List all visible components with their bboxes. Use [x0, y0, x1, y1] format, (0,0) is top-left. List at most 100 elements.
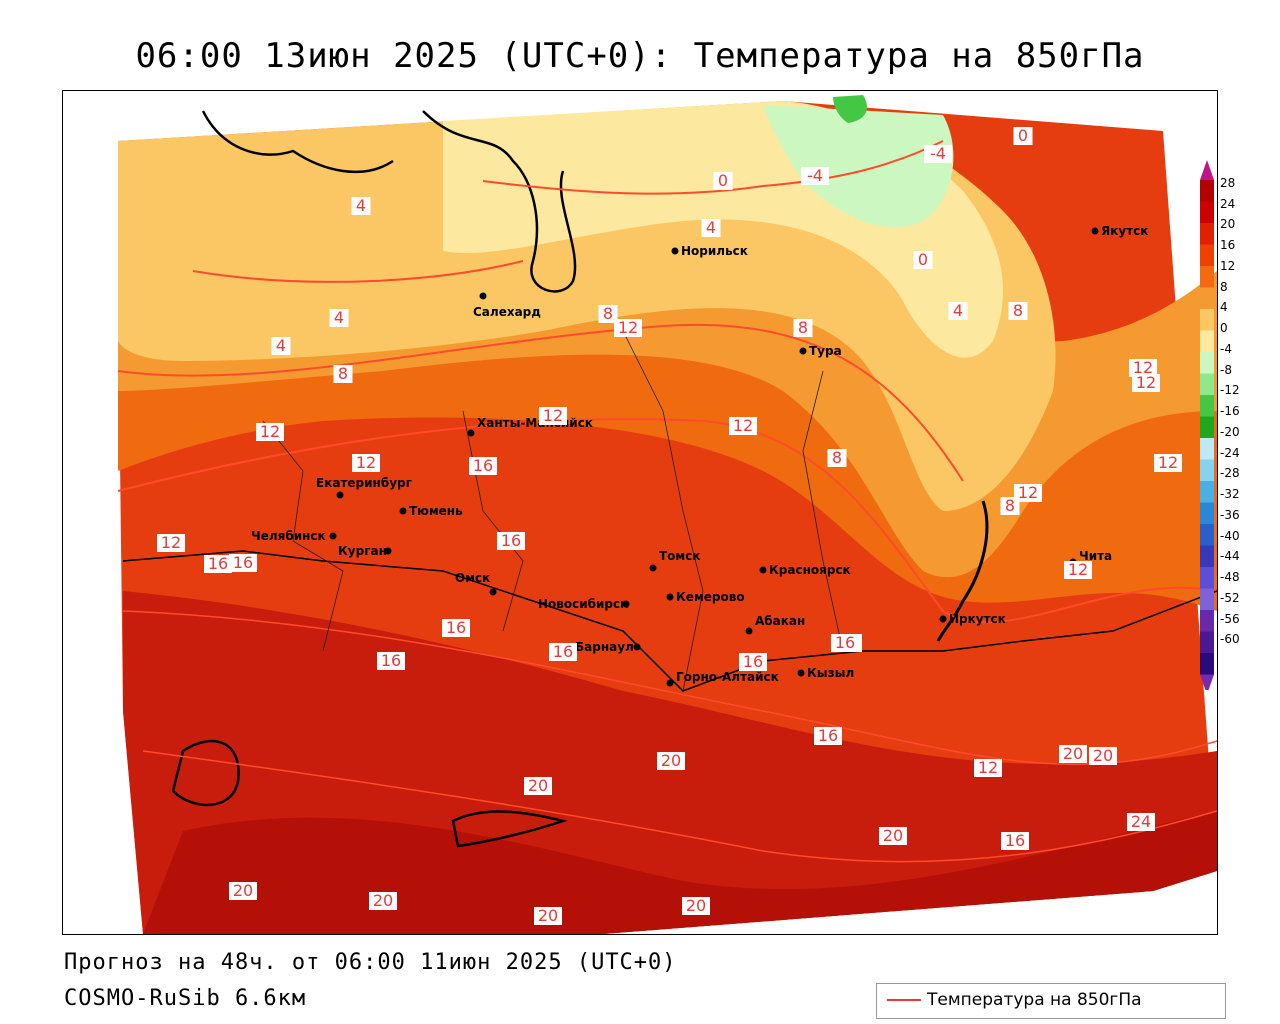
coastline-yamal [422, 110, 577, 293]
city-label: Екатеринбург [316, 476, 412, 490]
isotherm-label-text: 16 [501, 531, 521, 550]
colorbar-top-arrow [1200, 160, 1214, 180]
colorbar-swatch [1200, 201, 1214, 223]
colorbar-tick-label: -60 [1220, 632, 1240, 647]
isotherm-label-text: 12 [1158, 453, 1178, 472]
colorbar-tick-label: 12 [1220, 258, 1236, 273]
city-marker [799, 347, 807, 355]
isotherm-label-text: 12 [733, 416, 753, 435]
isotherm-label-text: 20 [373, 891, 393, 910]
isotherm-label-text: 20 [686, 896, 706, 915]
isotherm-label: 20 [1089, 746, 1117, 765]
colorbar-tick-label: -56 [1220, 611, 1240, 626]
city-marker [489, 588, 497, 596]
isotherm-label-text: 0 [1018, 126, 1028, 145]
colorbar-tick-label: 24 [1220, 196, 1236, 211]
colorbar-tick-label: 28 [1220, 176, 1236, 190]
city-marker [1091, 227, 1099, 235]
isotherm-label-bg [924, 145, 952, 163]
colorbar-swatch [1200, 610, 1214, 632]
isotherm-label: 12 [352, 453, 380, 472]
isotherm-label-bg [793, 319, 813, 337]
colorbar-tick-label: 16 [1220, 238, 1236, 253]
isotherm-label: 12 [614, 318, 642, 337]
isotherm-label: 20 [369, 891, 397, 910]
colorbar-swatch [1200, 352, 1214, 374]
isotherm-label-text: 0 [918, 250, 928, 269]
isotherm-label-bg [879, 827, 907, 845]
isotherm-label: 0 [913, 250, 933, 269]
isotherm-label: 20 [524, 776, 552, 795]
isotherm-label-text: 12 [618, 318, 638, 337]
isotherm-label: -4 [801, 166, 829, 185]
isotherm-label: 16 [814, 726, 842, 745]
city-label: Норильск [681, 244, 748, 258]
isotherm-label: 20 [1059, 744, 1087, 763]
colorbar-tick-label: -16 [1220, 404, 1240, 419]
isotherm-label: 16 [442, 618, 470, 637]
isotherm-label: 4 [948, 301, 968, 320]
city-marker [666, 679, 674, 687]
colorbar-swatch [1200, 631, 1214, 653]
isotherm-label: 12 [157, 533, 185, 552]
city-label: Кемерово [676, 590, 745, 604]
city-marker [649, 564, 657, 572]
isotherm-label: 16 [229, 553, 257, 572]
colorbar-tick-label: -32 [1220, 487, 1240, 502]
isotherm-label-bg [524, 777, 552, 795]
city-label: Тюмень [409, 504, 463, 518]
isotherm-label-bg [1013, 127, 1033, 145]
isotherm-label-text: 0 [718, 171, 728, 190]
isotherm-label: 20 [682, 896, 710, 915]
isotherm-label: 0 [1013, 126, 1033, 145]
zone-minus4 [763, 105, 954, 228]
isotherm-label-bg [534, 907, 562, 925]
coastline-north [201, 110, 394, 174]
lake-aral [171, 739, 240, 807]
map-area[interactable]: Норильск Салехард Якутск Тура Ханты-Мансийск… [62, 90, 1218, 935]
colorbar-swatch [1200, 481, 1214, 503]
isotherm-label: 4 [701, 218, 721, 237]
colorbar-swatch [1200, 287, 1214, 309]
city-label: Новосибирск [538, 597, 628, 611]
colorbar-tick-label: -12 [1220, 383, 1240, 398]
isotherm-label: 20 [657, 751, 685, 770]
isotherm-label: 8 [333, 364, 353, 383]
isotherm-label-bg [1089, 747, 1117, 765]
isotherm-label-bg [539, 407, 567, 425]
colorbar-swatch [1200, 545, 1214, 567]
isotherm-label-bg [1059, 745, 1087, 763]
temperature-map-svg: Норильск Салехард Якутск Тура Ханты-Мансийск… [117, 95, 1217, 934]
isotherm-label-bg [549, 643, 577, 661]
isotherm-label-text: 8 [1013, 301, 1023, 320]
isotherm-label: 8 [598, 304, 618, 323]
isotherm-label-text: 4 [953, 301, 963, 320]
colorbar-swatch [1200, 330, 1214, 352]
isotherm-label-text: 12 [978, 758, 998, 777]
isotherm-4 [192, 260, 524, 283]
isotherm-label: 16 [204, 554, 232, 573]
colorbar-tick-label: -4 [1220, 341, 1232, 356]
colorbar-swatch [1200, 266, 1214, 288]
isotherm-label-text: 12 [1133, 358, 1153, 377]
isotherm-label-text: 20 [1063, 744, 1083, 763]
isotherm-label-text: 8 [1005, 496, 1015, 515]
isotherm-label-text: 8 [603, 304, 613, 323]
isotherm-label-bg [1154, 454, 1182, 472]
isotherm-label-text: 12 [543, 406, 563, 425]
isotherm-label-bg [1001, 832, 1029, 850]
isotherm-label-bg [739, 653, 767, 671]
colorbar-tick-label: 4 [1220, 300, 1228, 315]
isotherm-label-text: -4 [930, 144, 946, 163]
colorbar-tick-label: -8 [1220, 362, 1232, 377]
colorbar-swatch [1200, 244, 1214, 266]
isotherm-label-bg [333, 365, 353, 383]
isotherm-label-bg [369, 892, 397, 910]
isotherm-label-bg [713, 172, 733, 190]
colorbar-swatch [1200, 223, 1214, 245]
isotherm-label-text: 20 [528, 776, 548, 795]
isotherm-label-text: 4 [706, 218, 716, 237]
colorbar-tick-label: -44 [1220, 549, 1240, 564]
city-marker [666, 593, 674, 601]
isotherm-label-text: -4 [807, 166, 823, 185]
